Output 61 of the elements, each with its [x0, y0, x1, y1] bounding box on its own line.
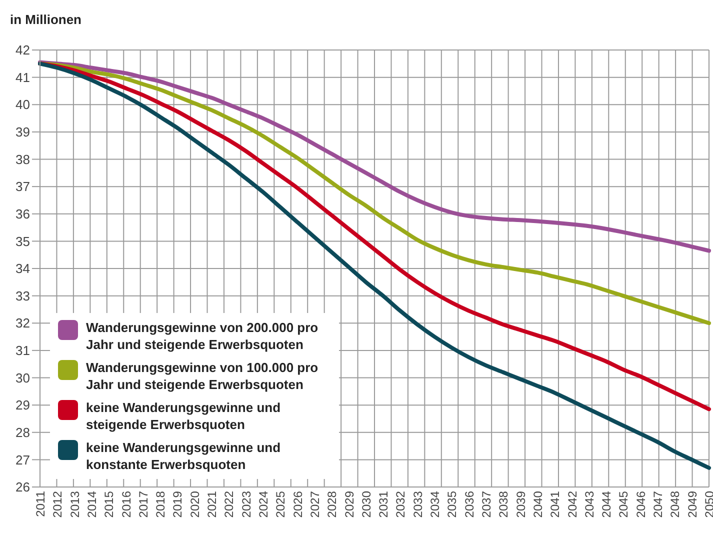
y-tick-label: 32 [16, 316, 30, 331]
y-tick-label: 38 [16, 152, 30, 167]
x-tick-label: 2033 [410, 490, 425, 518]
y-tick-label: 39 [16, 124, 30, 140]
y-tick-label: 27 [16, 452, 30, 468]
x-tick-label: 2022 [222, 490, 236, 518]
x-tick-label: 2041 [548, 490, 562, 518]
x-tick-label: 2017 [136, 490, 150, 518]
y-tick-label: 26 [16, 480, 30, 495]
y-tick-label: 29 [16, 398, 30, 413]
x-tick-label: 2021 [205, 490, 220, 518]
x-tick-label: 2025 [274, 490, 288, 518]
x-tick-label: 2038 [496, 490, 511, 518]
x-tick-label: 2035 [445, 490, 460, 518]
x-tick-label: 2013 [68, 490, 82, 518]
x-tick-label: 2047 [651, 490, 666, 518]
x-tick-label: 2040 [530, 490, 545, 518]
x-tick-label: 2045 [616, 490, 631, 518]
y-tick-label: 35 [16, 234, 30, 249]
x-tick-label: 2020 [188, 490, 202, 518]
y-tick-label: 41 [16, 70, 30, 85]
x-tick-label: 2026 [290, 490, 305, 518]
x-tick-label: 2046 [634, 490, 648, 518]
y-tick-label: 42 [16, 42, 30, 58]
x-tick-label: 2028 [325, 490, 340, 518]
x-tick-label: 2024 [256, 490, 271, 518]
x-tick-label: 2016 [119, 490, 134, 518]
x-tick-label: 2037 [480, 490, 494, 518]
legend-label: Wanderungsgewinne von 200.000 pro Jahr und steigende Erwerbsquoten [86, 319, 320, 353]
legend-label: keine Wanderungsgewinne und steigende Erwerbsquoten [86, 399, 282, 433]
y-tick-label: 31 [16, 343, 30, 358]
x-tick-label: 2043 [582, 490, 596, 518]
x-tick-label: 2030 [359, 490, 374, 518]
y-tick-label: 30 [16, 370, 30, 386]
x-tick-label: 2019 [170, 490, 185, 518]
x-tick-label: 2031 [376, 490, 391, 518]
x-tick-label: 2014 [84, 490, 99, 518]
x-tick-label: 2027 [308, 490, 322, 518]
x-tick-label: 2049 [685, 490, 700, 518]
x-tick-label: 2032 [394, 490, 408, 518]
x-tick-label: 2018 [154, 490, 168, 518]
x-tick-label: 2011 [34, 490, 48, 517]
x-tick-label: 2036 [462, 490, 476, 518]
legend-label: Wanderungsgewinne von 100.000 pro Jahr und steigende Erwerbsquoten [86, 359, 320, 393]
x-tick-label: 2015 [102, 490, 116, 518]
legend-label: keine Wanderungsgewinne und konstante Erwerbsquoten [86, 439, 282, 473]
y-tick-label: 28 [16, 424, 30, 440]
x-tick-label: 2034 [428, 490, 442, 518]
y-tick-label: 40 [16, 97, 30, 112]
y-tick-label: 34 [16, 261, 30, 276]
x-tick-label: 2023 [239, 490, 254, 518]
x-tick-label: 2048 [668, 490, 682, 518]
x-tick-label: 2044 [600, 490, 614, 518]
y-tick-label: 36 [16, 206, 30, 222]
y-axis-title: in Millionen [10, 12, 82, 27]
y-tick-label: 33 [16, 288, 30, 304]
x-tick-label: 2029 [342, 490, 356, 518]
x-tick-label: 2012 [50, 490, 65, 518]
x-tick-label: 2039 [514, 490, 528, 518]
y-tick-label: 37 [16, 179, 30, 194]
x-tick-label: 2042 [565, 490, 580, 518]
